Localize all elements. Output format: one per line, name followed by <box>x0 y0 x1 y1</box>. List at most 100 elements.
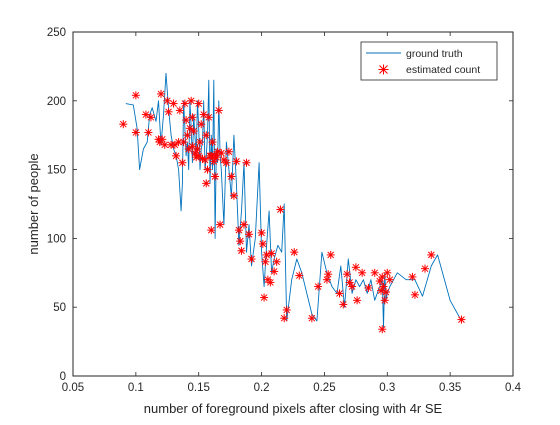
plot-area <box>73 32 513 376</box>
estimated-count-marker <box>353 296 362 305</box>
estimated-count-marker <box>172 151 181 160</box>
estimated-count-marker <box>322 275 331 284</box>
legend-ground-truth-label: ground truth <box>406 48 463 60</box>
estimated-count-marker <box>180 99 189 108</box>
estimated-count-marker <box>197 120 206 129</box>
estimated-count-marker <box>379 282 388 291</box>
y-tick-label: 150 <box>47 165 66 177</box>
estimated-count-marker <box>314 282 323 291</box>
estimated-count-marker <box>178 158 187 167</box>
estimated-count-marker <box>262 250 271 259</box>
estimated-count-marker <box>375 277 384 286</box>
estimated-count-marker <box>160 140 169 149</box>
estimated-count-marker <box>119 120 128 129</box>
estimated-count-marker <box>203 165 212 174</box>
estimated-count-marker <box>182 116 191 125</box>
estimated-count-marker <box>335 289 344 298</box>
estimated-count-marker <box>378 325 387 334</box>
estimated-count-marker <box>131 128 140 137</box>
estimated-count-marker <box>339 300 348 309</box>
legend-estimated-count-swatch <box>378 64 389 75</box>
estimated-count-marker <box>343 270 352 279</box>
y-axis-label: number of people <box>26 153 41 254</box>
estimated-count-marker <box>270 267 279 276</box>
x-tick-label: 0.4 <box>505 382 522 394</box>
x-tick-label: 0.2 <box>254 382 270 394</box>
ground-truth-layer <box>125 72 462 329</box>
estimated-count-marker <box>187 96 196 105</box>
x-tick-label: 0.1 <box>128 382 144 394</box>
estimated-count-marker <box>410 290 419 299</box>
legend-estimated-count-label: estimated count <box>406 64 480 76</box>
estimated-count-marker <box>207 226 216 235</box>
estimated-count-marker <box>258 239 267 248</box>
estimated-count-marker <box>324 270 333 279</box>
x-tick-label: 0.35 <box>439 382 461 394</box>
estimated-count-marker <box>204 113 213 122</box>
estimated-count-marker <box>227 172 236 181</box>
estimated-count-marker <box>211 172 220 181</box>
estimated-count-layer <box>119 89 466 334</box>
estimated-count-marker <box>280 314 289 323</box>
estimated-count-marker <box>209 157 218 166</box>
estimated-count-marker <box>234 226 243 235</box>
estimated-count-marker <box>290 248 299 257</box>
x-tick-label: 0.15 <box>188 382 210 394</box>
estimated-count-marker <box>208 138 217 147</box>
estimated-count-marker <box>158 135 167 144</box>
estimated-count-marker <box>169 99 178 108</box>
estimated-count-marker <box>174 138 183 147</box>
y-tick-label: 0 <box>60 371 66 383</box>
estimated-count-marker <box>222 158 231 167</box>
estimated-count-marker <box>236 237 245 246</box>
estimated-count-marker <box>163 96 172 105</box>
estimated-count-marker <box>201 155 209 164</box>
estimated-count-marker <box>385 275 394 284</box>
estimated-count-marker <box>157 89 165 98</box>
x-tick-label: 0.25 <box>313 382 335 394</box>
estimated-count-marker <box>364 283 373 292</box>
estimated-count-marker <box>358 268 367 277</box>
estimated-count-marker <box>188 113 197 122</box>
y-tick-label: 200 <box>47 96 66 108</box>
estimated-count-marker <box>380 296 389 305</box>
estimated-count-marker <box>272 257 281 266</box>
estimated-count-marker <box>257 228 266 237</box>
y-tick-label: 100 <box>47 233 66 245</box>
estimated-count-marker <box>382 288 391 297</box>
estimated-count-marker <box>282 305 291 314</box>
estimated-count-marker <box>190 149 199 158</box>
estimated-count-marker <box>179 138 188 147</box>
estimated-count-marker <box>131 91 140 100</box>
estimated-count-marker <box>239 220 248 229</box>
estimated-count-marker <box>184 144 193 153</box>
x-axis-label: number of foreground pixels after closin… <box>144 401 443 416</box>
estimated-count-marker <box>261 257 270 266</box>
estimated-count-marker <box>237 246 246 255</box>
estimated-count-marker <box>245 230 253 239</box>
estimated-count-marker <box>266 278 275 287</box>
y-tick-labels: 0 50 100 150 200 250 <box>47 27 66 383</box>
estimated-count-marker <box>345 278 354 287</box>
estimated-count-marker <box>295 271 304 280</box>
estimated-count-marker <box>383 268 392 277</box>
estimated-count-marker <box>229 191 238 200</box>
estimated-count-marker <box>408 272 417 281</box>
legend: ground truth estimated count <box>360 41 498 81</box>
estimated-count-marker <box>202 131 211 140</box>
estimated-count-marker <box>267 249 276 258</box>
estimated-count-marker <box>351 263 360 272</box>
estimated-count-marker <box>276 205 285 214</box>
y-tick-label: 250 <box>47 27 66 39</box>
estimated-count-marker <box>378 272 387 281</box>
estimated-count-marker <box>326 250 335 259</box>
estimated-count-marker <box>457 315 466 324</box>
x-tick-labels: 0.05 0.1 0.15 0.2 0.25 0.3 0.35 0.4 <box>62 382 522 394</box>
estimated-count-marker <box>175 106 184 115</box>
y-tick-label: 50 <box>53 302 66 314</box>
estimated-count-marker <box>195 138 204 147</box>
estimated-count-marker <box>217 149 226 158</box>
estimated-count-marker <box>247 255 256 264</box>
x-tick-label: 0.3 <box>379 382 395 394</box>
